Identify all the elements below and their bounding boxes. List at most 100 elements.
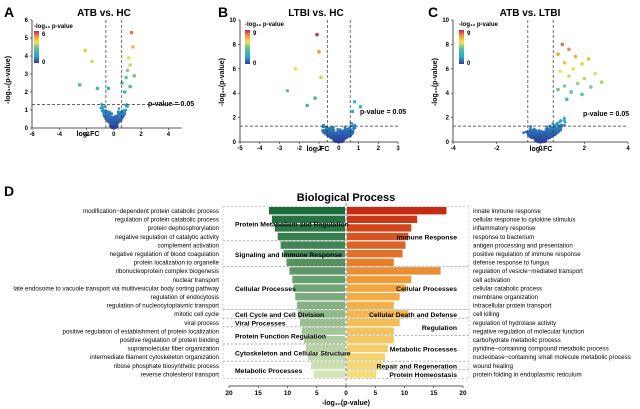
x-tick-label: -2 [297, 146, 303, 152]
panel-letter-d: D [4, 183, 14, 199]
panel-b-ylabel: -log₁₀(p-value) [219, 58, 226, 106]
bar-label-up: pyridine−containing compound metabolic p… [473, 346, 609, 353]
bar-label-down: modification−dependent protein catabolic… [83, 208, 219, 215]
significant-gene-point [95, 86, 100, 91]
threshold-label-a: p-value = 0.05 [148, 101, 194, 108]
gene-point [115, 121, 119, 124]
bar-label-up: protein folding in endoplasmic reticulum [473, 371, 582, 378]
volcano-plot-c: -4 -2 0 2 4 0 2 4 6 8 10 [442, 18, 630, 152]
y-tick-label: 2 [233, 116, 237, 122]
category-group-label: Cell Cycle and Cell Division [235, 312, 324, 319]
gene-point [331, 126, 335, 130]
significant-gene-point [90, 59, 94, 64]
gene-point [346, 129, 350, 132]
bar-down [293, 284, 345, 292]
x-tick-label: -6 [29, 132, 35, 138]
gene-point [124, 105, 128, 108]
bar-label-down: negative regulation of blood coagulation [110, 251, 220, 258]
y-tick-label: 6 [446, 67, 450, 73]
bar-up [347, 327, 394, 335]
y-tick-label: 10 [229, 18, 236, 24]
category-group-label: Metabolic Processes [390, 346, 457, 353]
colorbar-a [34, 31, 39, 63]
gene-point [322, 123, 326, 127]
bar-down [268, 207, 345, 215]
bar-up [347, 232, 409, 241]
gene-point [336, 130, 339, 134]
category-group-label: Cellular Processes [235, 286, 296, 293]
x-tick-label: 15 [255, 390, 263, 397]
bar-down [289, 267, 345, 275]
gene-point [549, 125, 552, 128]
bar-label-up: positive regulation of immune response [473, 251, 581, 258]
bar-label-down: regulation of nucleocytoplasmic transpor… [107, 303, 220, 310]
x-tick-label: 10 [284, 390, 292, 397]
bar-label-down: protein dephosphorylation [148, 225, 220, 232]
threshold-label-b: p-value = 0.05 [360, 109, 406, 116]
bar-label-up: regulation of hydrolase activity [473, 320, 557, 327]
panel-c-title: ATB vs. LTBI [500, 8, 561, 19]
significant-gene-point [582, 76, 587, 81]
y-tick-label: 2 [446, 116, 450, 122]
colorbar-c-max: 9 [467, 31, 471, 37]
category-group-label: Signaling and Immune Response [235, 252, 342, 259]
bar-label-down: positive regulation of establishment of … [63, 328, 220, 335]
gene-point [350, 122, 354, 125]
significant-gene-point [593, 71, 597, 76]
bar-label-down: reverse cholesterol transport [141, 371, 220, 378]
gene-point [551, 122, 554, 125]
gene-point [120, 113, 124, 116]
bar-up [347, 318, 400, 327]
bar-up [347, 370, 377, 378]
significant-gene-point [573, 54, 578, 59]
y-tick-label: 10 [442, 18, 449, 24]
category-group-box [346, 205, 470, 268]
gene-point [109, 125, 112, 128]
bar-up [347, 301, 394, 309]
gene-point [529, 134, 532, 138]
bar-label-up: negative regulation of molecular functio… [473, 328, 585, 335]
significant-gene-point [558, 69, 562, 74]
category-group-label: Cellular Death and Defense [369, 312, 457, 319]
gene-point [545, 128, 549, 132]
panel-c: C ATB vs. LTBI -4 -2 0 2 4 0 2 4 6 8 10 log₂FC -lo… [428, 4, 630, 153]
x-tick-label: -4 [450, 146, 456, 152]
y-tick-label: 6 [25, 18, 29, 24]
bar-label-down: complement activation [157, 242, 219, 249]
category-group-box [222, 240, 346, 268]
bar-up [347, 258, 394, 266]
gene-point [118, 119, 122, 123]
panel-b-xlabel: log₂FC [307, 146, 330, 153]
significant-gene-point [556, 52, 560, 56]
y-tick-label: 8 [233, 42, 237, 48]
significant-gene-point [285, 88, 290, 93]
bar-down [311, 361, 345, 370]
x-tick-label: -4 [257, 146, 263, 152]
colorbar-b-max: 9 [253, 31, 257, 37]
gene-point [542, 139, 546, 143]
bar-up [347, 250, 403, 258]
gene-point [332, 135, 336, 139]
bar-up [347, 241, 406, 249]
gene-point [329, 132, 332, 135]
bar-label-down: protein localization to organelle [134, 260, 220, 267]
colorbar-c [459, 30, 464, 64]
y-tick-label: 5 [25, 36, 29, 42]
x-tick-label: 0 [539, 146, 543, 152]
gene-point [342, 129, 346, 132]
significant-gene-point [129, 30, 134, 35]
significant-gene-point [83, 48, 87, 53]
x-tick-label: 5 [373, 390, 377, 397]
x-tick-label: 20 [459, 390, 467, 397]
gene-point [118, 115, 121, 119]
bar-label-up: innate immune response [473, 208, 541, 215]
bar-down [298, 310, 345, 318]
significant-gene-point [293, 67, 298, 71]
category-group-label: Regulation [422, 325, 457, 332]
bar-up [347, 207, 447, 215]
category-group-label: Protein Metabolism and Regulation [235, 222, 349, 229]
significant-gene-point [556, 87, 560, 92]
bar-down [304, 336, 345, 344]
significant-gene-point [569, 90, 573, 94]
gene-point [104, 112, 107, 116]
